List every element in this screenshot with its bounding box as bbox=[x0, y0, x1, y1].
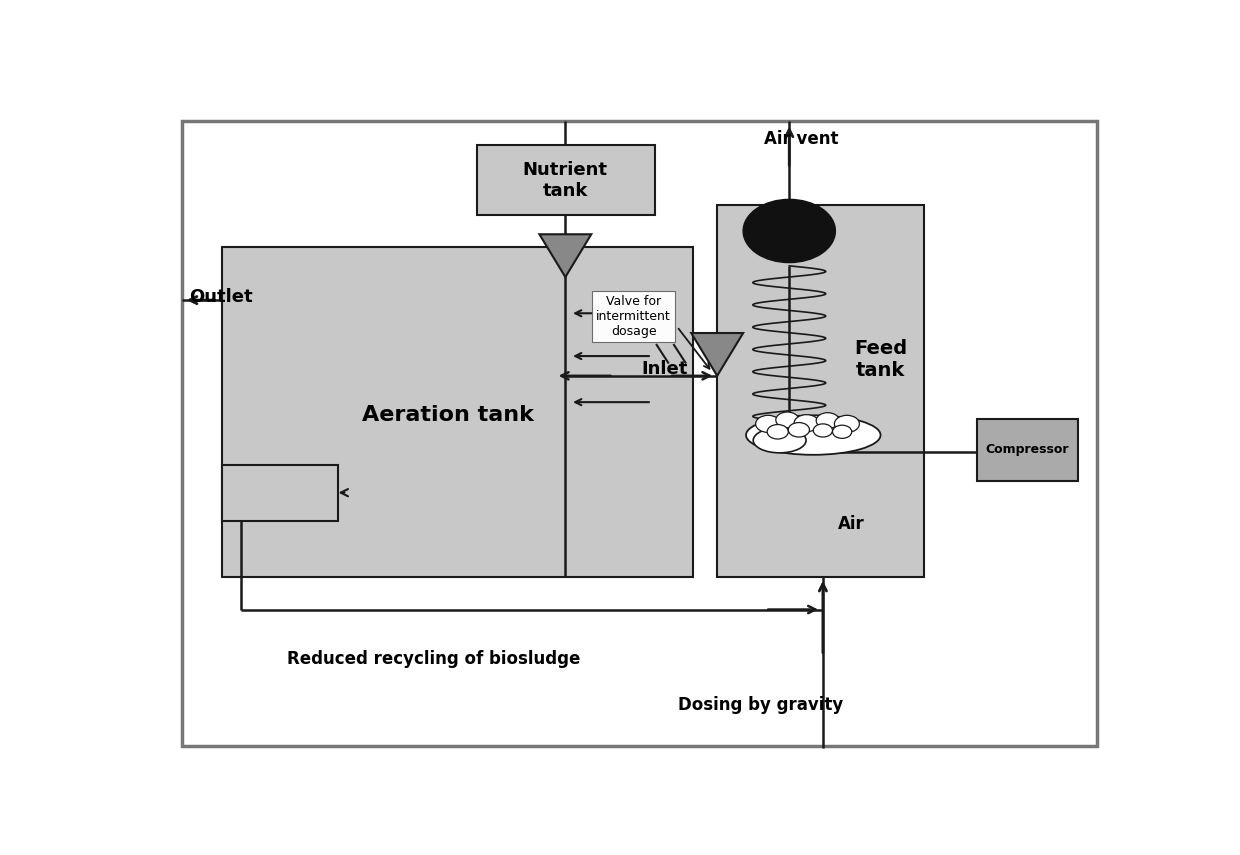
Text: Reduced recycling of biosludge: Reduced recycling of biosludge bbox=[286, 650, 580, 668]
Bar bbox=[222, 465, 337, 521]
Polygon shape bbox=[539, 234, 591, 277]
Circle shape bbox=[776, 412, 799, 428]
Polygon shape bbox=[691, 333, 743, 376]
Text: Aeration tank: Aeration tank bbox=[362, 405, 534, 425]
Circle shape bbox=[755, 416, 781, 433]
Text: Inlet: Inlet bbox=[641, 360, 687, 378]
Ellipse shape bbox=[753, 428, 806, 453]
Circle shape bbox=[813, 424, 832, 437]
Text: Air: Air bbox=[838, 515, 866, 533]
Bar bbox=[477, 145, 655, 215]
Bar bbox=[717, 204, 924, 576]
Text: Air vent: Air vent bbox=[764, 130, 838, 148]
Bar bbox=[222, 247, 693, 576]
Text: Valve for
intermittent
dosage: Valve for intermittent dosage bbox=[596, 295, 671, 338]
Text: Dosing by gravity: Dosing by gravity bbox=[678, 696, 843, 714]
Text: Outlet: Outlet bbox=[188, 288, 252, 306]
Circle shape bbox=[832, 425, 852, 439]
Circle shape bbox=[816, 413, 839, 428]
Text: Compressor: Compressor bbox=[985, 443, 1069, 456]
Circle shape bbox=[794, 415, 820, 432]
Circle shape bbox=[743, 199, 836, 262]
Ellipse shape bbox=[746, 416, 880, 455]
Bar bbox=[977, 419, 1078, 481]
Text: Nutrient
tank: Nutrient tank bbox=[523, 161, 608, 200]
Circle shape bbox=[789, 422, 810, 437]
Circle shape bbox=[768, 425, 789, 439]
Circle shape bbox=[835, 416, 859, 433]
Text: Feed
tank: Feed tank bbox=[854, 339, 908, 380]
